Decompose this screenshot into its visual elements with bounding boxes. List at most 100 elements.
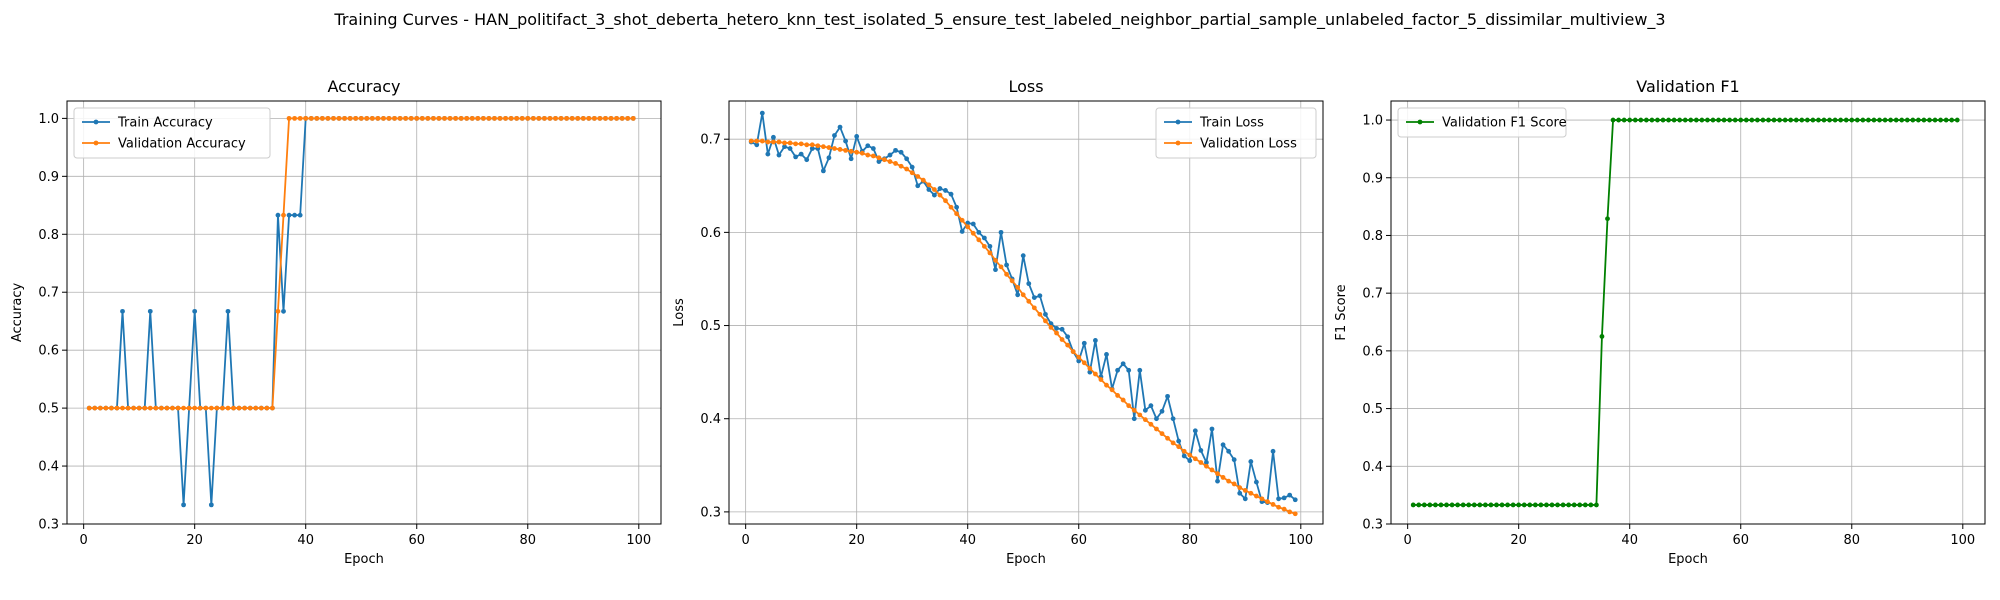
data-point — [932, 192, 937, 198]
data-point — [843, 147, 848, 153]
data-point — [1026, 298, 1032, 304]
data-point — [1666, 117, 1671, 123]
data-point — [1104, 352, 1109, 357]
data-point — [1198, 447, 1204, 453]
data-point — [242, 405, 248, 411]
data-point — [403, 115, 409, 121]
y-tick-label: 0.8 — [1362, 229, 1383, 244]
data-point — [820, 144, 826, 150]
legend: Train Accuracy Validation Accuracy — [73, 107, 271, 159]
data-point — [1655, 117, 1660, 123]
data-point — [1009, 278, 1015, 284]
data-point — [854, 149, 860, 155]
data-point — [876, 159, 882, 164]
data-point — [782, 140, 787, 146]
data-point — [347, 115, 353, 121]
data-point — [286, 212, 292, 218]
data-point — [898, 149, 904, 155]
data-point — [1782, 117, 1788, 123]
data-point — [1566, 502, 1572, 508]
data-point — [181, 405, 186, 411]
data-point — [147, 405, 153, 411]
data-point — [564, 115, 570, 121]
data-point — [998, 264, 1004, 270]
data-point — [453, 115, 458, 121]
data-point — [915, 183, 921, 189]
legend-label: Validation Accuracy — [118, 137, 246, 152]
data-point — [1115, 367, 1120, 373]
data-point — [793, 154, 799, 160]
data-point — [1081, 340, 1087, 346]
data-point — [948, 204, 954, 210]
data-point — [1004, 262, 1009, 268]
x-tick-label: 60 — [408, 533, 425, 548]
x-tick-label: 100 — [1288, 533, 1313, 548]
data-point — [765, 139, 771, 145]
data-point — [480, 115, 486, 121]
data-point — [815, 143, 821, 149]
data-point — [1538, 502, 1544, 508]
data-point — [314, 115, 320, 121]
x-tick-label: 60 — [1070, 533, 1087, 548]
data-point — [1276, 504, 1281, 510]
data-point — [1488, 502, 1494, 508]
data-point — [414, 115, 420, 121]
data-point — [1716, 117, 1721, 123]
x-tick-label: 80 — [519, 533, 536, 548]
data-point — [575, 115, 581, 121]
data-point — [1109, 387, 1115, 393]
data-point — [1126, 367, 1132, 373]
data-point — [1159, 431, 1165, 437]
data-point — [837, 124, 843, 130]
data-point — [519, 115, 525, 121]
y-tick-label: 0.5 — [1362, 402, 1383, 417]
data-point — [1594, 502, 1599, 508]
data-point — [1154, 426, 1159, 432]
data-point — [553, 115, 558, 121]
plot-frame — [1390, 100, 1986, 525]
data-point — [486, 115, 492, 121]
data-point — [386, 115, 392, 121]
data-point — [1849, 117, 1855, 123]
data-point — [1292, 497, 1298, 503]
data-point — [1421, 502, 1427, 508]
data-point — [759, 138, 765, 144]
data-point — [1231, 481, 1237, 487]
data-point — [542, 115, 547, 121]
data-point — [954, 204, 960, 210]
data-point — [1677, 117, 1683, 123]
chart-title: Accuracy — [327, 77, 400, 96]
data-point — [1170, 416, 1176, 422]
data-point — [231, 405, 236, 411]
x-tick-label: 80 — [1181, 533, 1198, 548]
y-tick-label: 0.9 — [1362, 171, 1383, 186]
loss-chart: 0 20 40 60 80 100 0.3 0.4 0.5 0.6 0.7 Loss Epoch Loss… — [672, 77, 1324, 567]
data-point — [1170, 440, 1176, 446]
data-point — [809, 146, 815, 151]
data-point — [948, 191, 954, 197]
data-point — [253, 405, 259, 411]
data-point — [1749, 117, 1755, 123]
data-point — [893, 147, 898, 153]
data-point — [1070, 349, 1076, 355]
data-point — [943, 198, 948, 204]
data-point — [998, 229, 1004, 235]
data-point — [1743, 117, 1749, 123]
data-point — [1181, 448, 1187, 454]
data-point — [970, 221, 976, 227]
data-point — [1871, 117, 1877, 123]
data-point — [865, 152, 871, 158]
data-point — [1860, 117, 1866, 123]
data-point — [114, 405, 120, 411]
data-point — [275, 308, 281, 314]
data-point — [809, 142, 815, 148]
data-point — [926, 187, 932, 192]
data-point — [458, 115, 464, 121]
data-point — [447, 115, 453, 121]
data-point — [1893, 117, 1899, 123]
data-point — [1843, 117, 1849, 123]
data-point — [1270, 502, 1276, 507]
data-point — [1043, 311, 1048, 317]
data-point — [1510, 502, 1516, 508]
